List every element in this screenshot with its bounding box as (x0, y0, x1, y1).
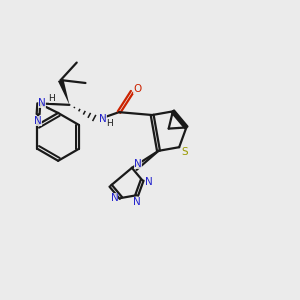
Text: N: N (111, 193, 119, 203)
Text: H: H (49, 94, 55, 103)
Text: N: N (100, 114, 107, 124)
Text: O: O (133, 84, 142, 94)
Text: N: N (134, 159, 142, 170)
Polygon shape (58, 79, 69, 105)
Text: N: N (133, 196, 141, 207)
Text: N: N (34, 116, 42, 127)
Text: H: H (106, 119, 113, 128)
Text: N: N (38, 98, 46, 108)
Text: S: S (181, 147, 188, 158)
Text: N: N (145, 177, 152, 187)
